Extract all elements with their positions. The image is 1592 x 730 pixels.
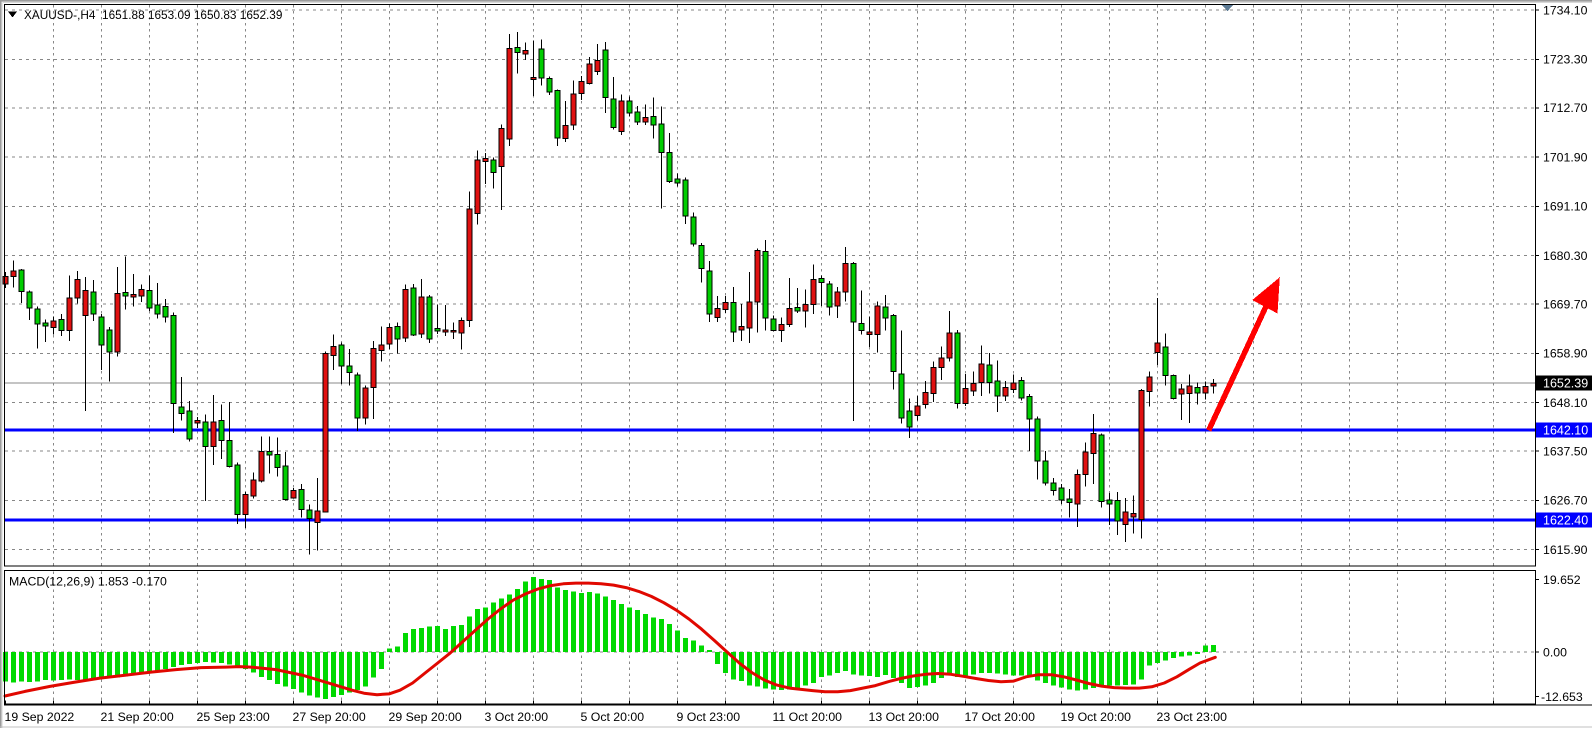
svg-text:17 Oct 20:00: 17 Oct 20:00 bbox=[965, 710, 1036, 724]
svg-text:1622.40: 1622.40 bbox=[1543, 513, 1588, 527]
svg-text:1637.50: 1637.50 bbox=[1543, 444, 1588, 458]
svg-text:13 Oct 20:00: 13 Oct 20:00 bbox=[869, 710, 940, 724]
svg-text:1734.10: 1734.10 bbox=[1543, 3, 1588, 17]
svg-text:19.652: 19.652 bbox=[1543, 573, 1581, 587]
svg-text:MACD(12,26,9) 1.853 -0.170: MACD(12,26,9) 1.853 -0.170 bbox=[9, 575, 167, 589]
svg-text:3 Oct 20:00: 3 Oct 20:00 bbox=[485, 710, 549, 724]
svg-text:1642.10: 1642.10 bbox=[1543, 423, 1588, 437]
svg-text:-12.653: -12.653 bbox=[1541, 690, 1583, 704]
svg-text:1701.90: 1701.90 bbox=[1543, 150, 1588, 164]
svg-text:0.00: 0.00 bbox=[1543, 645, 1567, 659]
svg-text:11 Oct 20:00: 11 Oct 20:00 bbox=[773, 710, 843, 724]
svg-text:23 Oct 23:00: 23 Oct 23:00 bbox=[1157, 710, 1228, 724]
svg-text:1648.10: 1648.10 bbox=[1543, 396, 1588, 410]
svg-text:1615.90: 1615.90 bbox=[1543, 543, 1588, 557]
svg-text:1626.70: 1626.70 bbox=[1543, 494, 1588, 508]
svg-text:21 Sep 20:00: 21 Sep 20:00 bbox=[101, 710, 174, 724]
svg-text:1723.30: 1723.30 bbox=[1543, 53, 1588, 67]
svg-text:XAUUSD-,H4 1651.88 1653.09 16: XAUUSD-,H4 1651.88 1653.09 1650.83 1652.… bbox=[24, 8, 282, 22]
svg-text:1691.10: 1691.10 bbox=[1543, 200, 1588, 214]
svg-text:27 Sep 20:00: 27 Sep 20:00 bbox=[293, 710, 366, 724]
svg-text:1658.90: 1658.90 bbox=[1543, 347, 1588, 361]
svg-text:19 Sep 2022: 19 Sep 2022 bbox=[5, 710, 75, 724]
svg-text:19 Oct 20:00: 19 Oct 20:00 bbox=[1061, 710, 1132, 724]
svg-text:1652.39: 1652.39 bbox=[1543, 376, 1588, 390]
svg-text:5 Oct 20:00: 5 Oct 20:00 bbox=[581, 710, 645, 724]
svg-text:29 Sep 20:00: 29 Sep 20:00 bbox=[389, 710, 462, 724]
svg-text:1669.70: 1669.70 bbox=[1543, 297, 1588, 311]
svg-text:9 Oct 23:00: 9 Oct 23:00 bbox=[677, 710, 741, 724]
svg-text:1712.70: 1712.70 bbox=[1543, 101, 1588, 115]
svg-text:25 Sep 23:00: 25 Sep 23:00 bbox=[197, 710, 270, 724]
svg-text:1680.30: 1680.30 bbox=[1543, 249, 1588, 263]
